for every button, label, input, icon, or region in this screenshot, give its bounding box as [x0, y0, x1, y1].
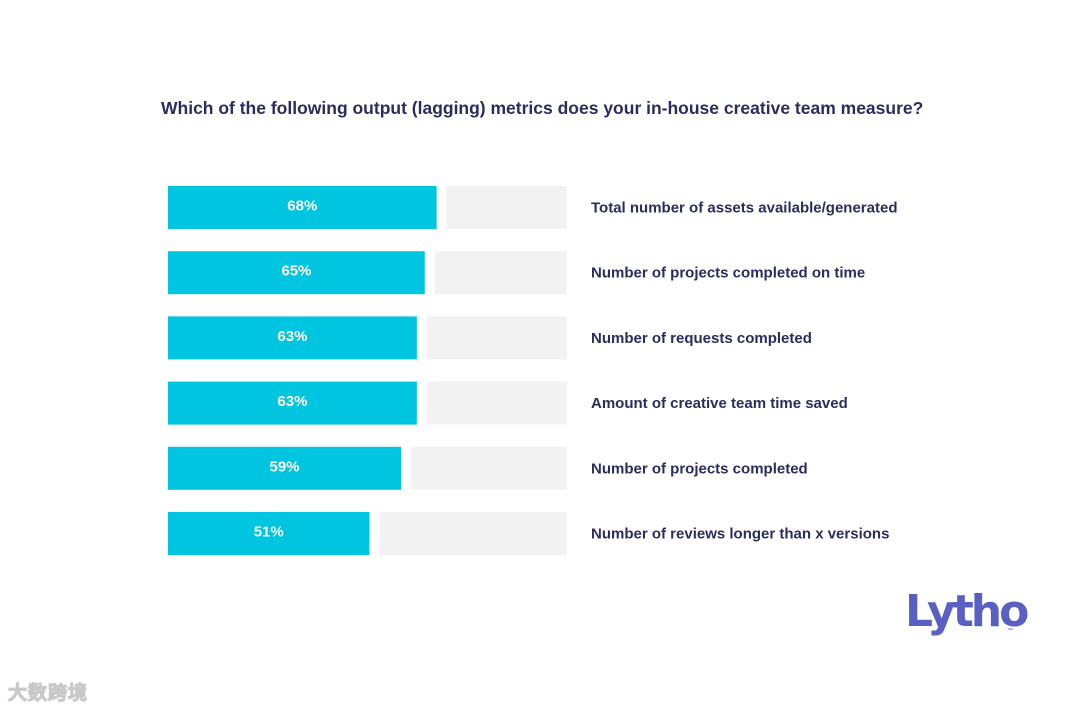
bar-track — [426, 381, 567, 425]
bar-value-label: 65% — [281, 263, 311, 280]
watermark: 大数跨境 — [7, 682, 89, 705]
category-label: Total number of assets available/generat… — [591, 199, 898, 216]
bar-value-label: 59% — [270, 458, 300, 475]
category-label: Number of projects completed on time — [591, 265, 865, 282]
bar — [168, 381, 417, 425]
bar-track — [434, 251, 567, 295]
bar — [168, 186, 437, 229]
bar — [168, 446, 402, 490]
chart-title: Which of the following output (lagging) … — [161, 98, 924, 118]
bars-layer: 68% Total number of assets available/gene… — [168, 186, 898, 555]
lytho-logo: Lytho — [905, 586, 1029, 637]
logo-trademark: ™ — [1007, 628, 1013, 634]
bar-value-label: 68% — [287, 197, 317, 214]
category-label: Number of requests completed — [591, 330, 812, 347]
category-label: Number of reviews longer than x versions — [591, 525, 889, 542]
bar-track — [379, 512, 567, 555]
category-label: Number of projects completed — [591, 460, 808, 477]
bar — [168, 512, 370, 555]
bar-value-label: 63% — [277, 393, 307, 410]
bar-value-label: 63% — [277, 328, 307, 345]
bar — [168, 251, 425, 295]
bar-track — [426, 316, 567, 360]
bar-track — [411, 446, 567, 490]
bar-value-label: 51% — [254, 523, 284, 540]
category-label: Amount of creative team time saved — [591, 395, 848, 412]
bar — [168, 316, 417, 360]
bar-track — [446, 186, 567, 229]
